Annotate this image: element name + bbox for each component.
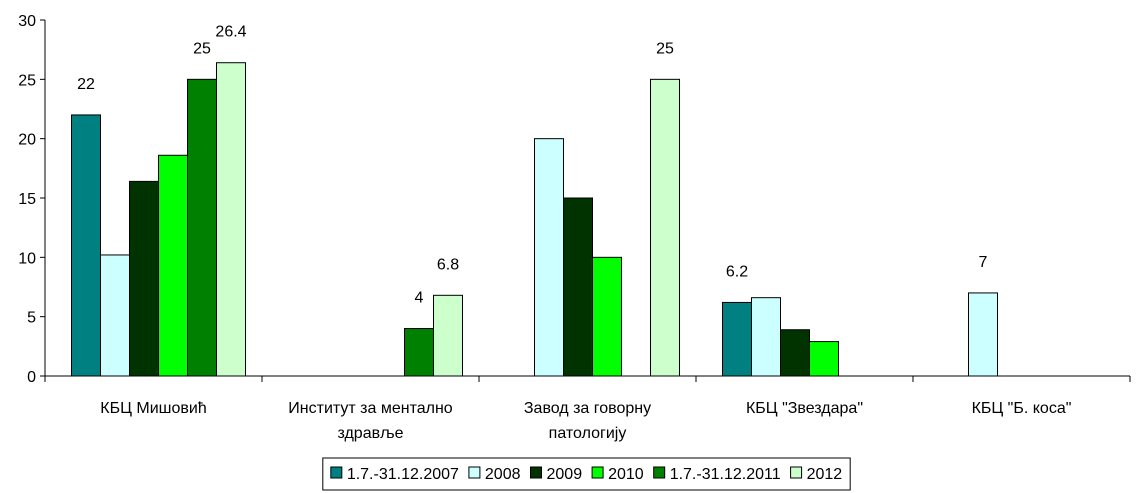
legend-label: 2010 bbox=[608, 466, 644, 483]
legend bbox=[322, 457, 851, 491]
bar bbox=[100, 254, 130, 377]
bar bbox=[129, 180, 159, 377]
y-tick-label: 30 bbox=[18, 13, 36, 30]
bar bbox=[968, 292, 998, 377]
legend-swatch bbox=[653, 466, 666, 479]
bar bbox=[780, 329, 810, 377]
y-tick-label: 10 bbox=[18, 250, 36, 267]
bar bbox=[534, 138, 564, 377]
legend-label: 1.7.-31.12.2007 bbox=[347, 466, 459, 483]
bar bbox=[216, 62, 246, 377]
bar bbox=[592, 256, 622, 377]
y-tick-label: 15 bbox=[18, 191, 36, 208]
data-label: 6.2 bbox=[726, 263, 748, 280]
data-label: 25 bbox=[656, 40, 674, 57]
data-label: 22 bbox=[77, 76, 95, 93]
legend-swatch bbox=[468, 466, 481, 479]
bar bbox=[751, 297, 781, 377]
bar bbox=[722, 301, 752, 377]
legend-swatch bbox=[790, 466, 803, 479]
bar bbox=[433, 294, 463, 377]
legend-swatch bbox=[530, 466, 542, 479]
bar bbox=[158, 154, 188, 377]
x-tick-label: КБЦ "Звездара" bbox=[745, 400, 863, 417]
x-tick-label: КБЦ Мишовић bbox=[100, 400, 207, 417]
x-tick-label: КБЦ "Б. коса" bbox=[971, 400, 1072, 417]
data-label: 4 bbox=[415, 290, 424, 307]
bar bbox=[650, 78, 680, 377]
bar bbox=[71, 114, 101, 377]
x-tick-label: Институт за ментално здравље bbox=[288, 400, 453, 442]
data-label: 25 bbox=[193, 40, 211, 57]
legend-label: 2009 bbox=[547, 466, 583, 483]
y-tick-label: 20 bbox=[18, 132, 36, 149]
y-tick-label: 25 bbox=[18, 72, 36, 89]
y-tick-label: 5 bbox=[27, 310, 36, 327]
legend-label: 1.7.-31.12.2011 bbox=[670, 466, 781, 483]
legend-label: 2012 bbox=[807, 466, 843, 483]
data-label: 26.4 bbox=[215, 24, 246, 41]
data-label: 6.8 bbox=[437, 256, 459, 273]
legend-label: 2008 bbox=[485, 466, 521, 483]
y-tick-label: 0 bbox=[27, 369, 36, 386]
bar bbox=[809, 341, 839, 377]
bar bbox=[187, 78, 217, 377]
bar bbox=[563, 197, 593, 377]
bar bbox=[404, 328, 434, 377]
legend-swatch bbox=[591, 466, 604, 479]
legend-swatch bbox=[330, 466, 343, 479]
x-tick-label: Завод за говорну патологију bbox=[523, 400, 652, 442]
data-label: 7 bbox=[979, 254, 988, 271]
